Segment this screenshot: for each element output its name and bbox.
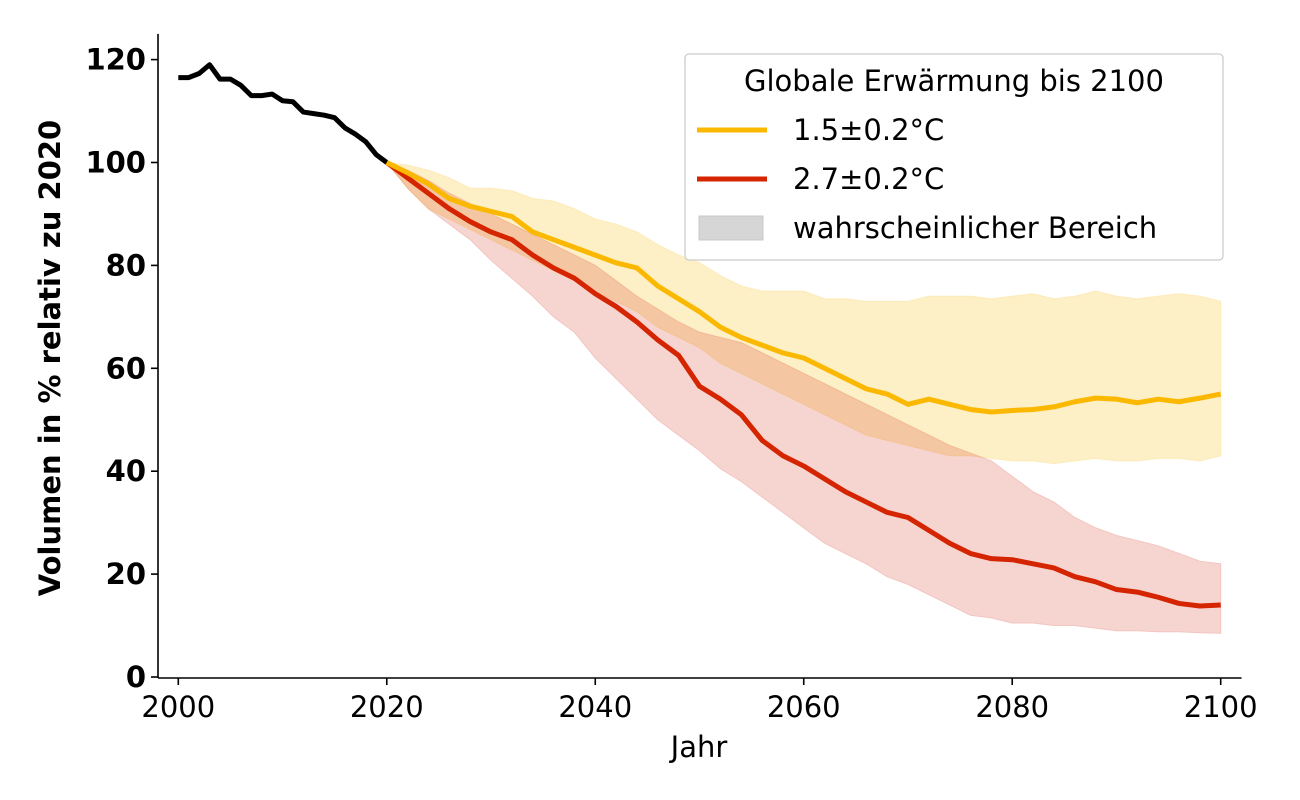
axes [157,33,1242,679]
y-tick-label: 100 [85,146,146,180]
line-2702C [385,160,1221,609]
legend-swatch-patch [698,215,764,241]
series-lines [178,62,1222,609]
legend-entry: wahrscheinlicher Bereich [698,211,1157,245]
x-ticks: 2000 2020 2040 2060 2080 2100 [141,678,1258,724]
y-tick-label: 0 [126,660,146,694]
legend-frame [684,53,1224,261]
y-tick-label: 120 [85,43,146,77]
legend: Globale Erwärmung bis 2100 1.5±0.2°C 2.7±… [684,53,1224,261]
legend-label: 2.7±0.2°C [793,162,944,196]
legend-label: 1.5±0.2°C [793,113,944,147]
line-historical [178,62,389,165]
x-tick-label: 2000 [141,690,215,724]
x-tick-label: 2020 [350,690,424,724]
legend-title: Globale Erwärmung bis 2100 [744,64,1164,98]
x-tick-label: 2080 [975,690,1049,724]
legend-entry: 2.7±0.2°C [697,162,944,196]
x-axis-title: Jahr [669,730,728,764]
uncertainty-bands [385,161,1222,634]
y-ticks: 0 20 40 60 80 100 120 [85,43,158,694]
y-tick-label: 80 [106,248,146,282]
legend-entry: 1.5±0.2°C [697,113,944,147]
legend-label: wahrscheinlicher Bereich [793,211,1157,245]
y-axis-title: Volumen in % relativ zu 2020 [33,120,67,596]
x-tick-label: 2100 [1184,690,1258,724]
legend-entries: 1.5±0.2°C 2.7±0.2°C wahrscheinlicher Berei… [697,113,1157,245]
x-tick-label: 2060 [767,690,841,724]
y-tick-label: 20 [106,557,146,591]
line-1502C [385,160,1222,415]
y-tick-label: 60 [106,351,146,385]
x-tick-label: 2040 [558,690,632,724]
y-tick-label: 40 [106,454,146,488]
band-2702C [385,161,1222,634]
